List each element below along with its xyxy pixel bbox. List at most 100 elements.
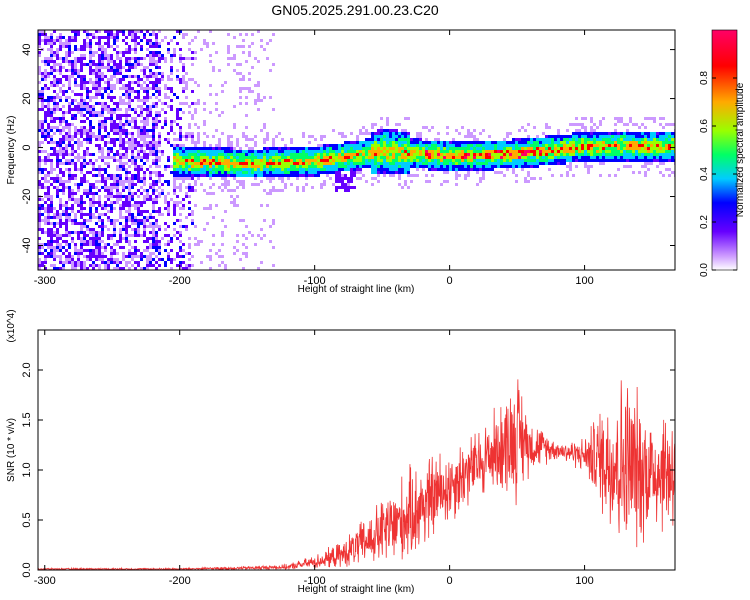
- heatmap-cell: [80, 75, 83, 78]
- heatmap-cell: [38, 93, 41, 96]
- heatmap-cell: [59, 231, 62, 234]
- heatmap-cell: [77, 39, 80, 42]
- heatmap-cell: [518, 144, 521, 147]
- heatmap-cell: [116, 201, 119, 204]
- heatmap-cell: [221, 147, 224, 150]
- heatmap-cell: [125, 261, 128, 264]
- heatmap-cell: [140, 210, 143, 213]
- heatmap-cell: [152, 42, 155, 45]
- heatmap-cell: [68, 165, 71, 168]
- heatmap-cell: [521, 159, 524, 162]
- heatmap-cell: [152, 207, 155, 210]
- heatmap-cell: [122, 228, 125, 231]
- heatmap-cell: [104, 207, 107, 210]
- heatmap-cell: [41, 105, 44, 108]
- heatmap-cell: [341, 177, 344, 180]
- heatmap-cell: [59, 225, 62, 228]
- heatmap-cell: [101, 126, 104, 129]
- heatmap-cell: [236, 132, 239, 135]
- heatmap-cell: [233, 159, 236, 162]
- heatmap-cell: [182, 201, 185, 204]
- heatmap-cell: [131, 216, 134, 219]
- heatmap-cell: [152, 117, 155, 120]
- heatmap-cell: [104, 231, 107, 234]
- heatmap-cell: [383, 120, 386, 123]
- heatmap-cell: [134, 60, 137, 63]
- heatmap-cell: [404, 156, 407, 159]
- heatmap-cell: [245, 93, 248, 96]
- heatmap-cell: [101, 222, 104, 225]
- heatmap-cell: [230, 216, 233, 219]
- heatmap-cell: [176, 153, 179, 156]
- heatmap-cell: [131, 195, 134, 198]
- heatmap-cell: [38, 225, 41, 228]
- heatmap-cell: [74, 213, 77, 216]
- heatmap-cell: [47, 198, 50, 201]
- heatmap-cell: [77, 57, 80, 60]
- heatmap-cell: [128, 198, 131, 201]
- heatmap-cell: [248, 162, 251, 165]
- heatmap-cell: [50, 165, 53, 168]
- heatmap-cell: [65, 240, 68, 243]
- heatmap-cell: [479, 153, 482, 156]
- heatmap-cell: [263, 42, 266, 45]
- heatmap-cell: [155, 225, 158, 228]
- heatmap-cell: [305, 138, 308, 141]
- heatmap-cell: [359, 129, 362, 132]
- heatmap-cell: [530, 177, 533, 180]
- heatmap-cell: [38, 108, 41, 111]
- heatmap-cell: [95, 144, 98, 147]
- heatmap-cell: [497, 159, 500, 162]
- heatmap-cell: [386, 186, 389, 189]
- heatmap-cell: [227, 135, 230, 138]
- heatmap-cell: [107, 111, 110, 114]
- heatmap-cell: [392, 171, 395, 174]
- heatmap-cell: [260, 162, 263, 165]
- heatmap-cell: [185, 132, 188, 135]
- heatmap-cell: [260, 261, 263, 264]
- heatmap-cell: [44, 177, 47, 180]
- heatmap-cell: [68, 78, 71, 81]
- heatmap-cell: [371, 168, 374, 171]
- heatmap-cell: [59, 102, 62, 105]
- heatmap-cell: [299, 156, 302, 159]
- heatmap-cell: [458, 174, 461, 177]
- heatmap-cell: [527, 180, 530, 183]
- heatmap-cell: [536, 174, 539, 177]
- heatmap-cell: [131, 243, 134, 246]
- heatmap-cell: [176, 138, 179, 141]
- heatmap-cell: [245, 162, 248, 165]
- heatmap-cell: [482, 174, 485, 177]
- heatmap-cell: [89, 195, 92, 198]
- heatmap-cell: [92, 54, 95, 57]
- heatmap-cell: [509, 141, 512, 144]
- heatmap-cell: [176, 177, 179, 180]
- heatmap-cell: [116, 153, 119, 156]
- heatmap-cell: [95, 174, 98, 177]
- heatmap-cell: [215, 159, 218, 162]
- heatmap-cell: [119, 237, 122, 240]
- heatmap-cell: [62, 141, 65, 144]
- heatmap-cell: [209, 168, 212, 171]
- heatmap-cell: [59, 132, 62, 135]
- heatmap-cell: [494, 153, 497, 156]
- heatmap-cell: [434, 168, 437, 171]
- heatmap-cell: [374, 144, 377, 147]
- heatmap-cell: [56, 126, 59, 129]
- heatmap-cell: [116, 36, 119, 39]
- heatmap-cell: [446, 168, 449, 171]
- heatmap-cell: [74, 180, 77, 183]
- heatmap-cell: [512, 162, 515, 165]
- heatmap-cell: [77, 255, 80, 258]
- heatmap-cell: [71, 231, 74, 234]
- heatmap-cell: [551, 147, 554, 150]
- heatmap-cell: [47, 231, 50, 234]
- heatmap-cell: [473, 153, 476, 156]
- heatmap-cell: [530, 141, 533, 144]
- heatmap-cell: [110, 36, 113, 39]
- heatmap-cell: [143, 171, 146, 174]
- heatmap-cell: [71, 207, 74, 210]
- heatmap-cell: [389, 159, 392, 162]
- heatmap-cell: [371, 153, 374, 156]
- heatmap-cell: [65, 111, 68, 114]
